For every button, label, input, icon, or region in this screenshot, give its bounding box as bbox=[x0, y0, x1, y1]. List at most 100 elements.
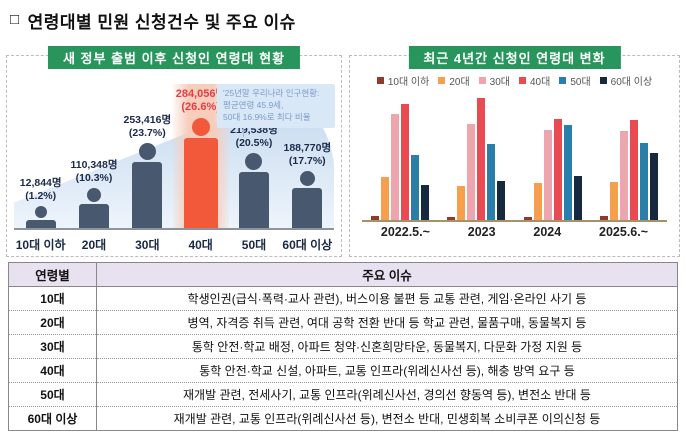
chart-panels: 새 정부 출범 이후 신청인 연령대 현황 12,844명 (1.2%) 110,3… bbox=[6, 46, 680, 257]
bar-value-percent: (10.3%) bbox=[75, 171, 113, 184]
issues-cell: 통학 안전·학교 배정, 아파트 청약·신혼희망타운, 동물복지, 다문화 가정… bbox=[96, 334, 678, 359]
legend-label: 60대 이상 bbox=[610, 77, 653, 88]
category-label-1: 10대 이하 bbox=[15, 238, 66, 252]
legend-swatch-icon bbox=[599, 77, 607, 84]
x-tick-label-3: 2024 bbox=[533, 225, 562, 239]
bar-value-label: 219,538명 (20.5%) bbox=[230, 124, 278, 150]
legend-swatch-icon bbox=[519, 77, 526, 84]
bar-60대 이상 bbox=[573, 176, 582, 220]
table-row-4: 40대 통학 안전·학교 신설, 아파트, 교통 인프라(위례신사선 등), 해충… bbox=[8, 358, 678, 383]
bar-30대 bbox=[391, 113, 400, 220]
person-body-bar bbox=[292, 188, 323, 228]
age-cell: 60대 이상 bbox=[8, 406, 97, 431]
bar-value-count: 12,844명 bbox=[19, 176, 62, 189]
bar-60대 이상 bbox=[649, 152, 658, 220]
legend-swatch-icon bbox=[559, 77, 567, 84]
category-label-2: 20대 bbox=[81, 238, 107, 252]
x-tick-label-4: 2025.6.~ bbox=[599, 225, 649, 239]
bar-10대 이하 bbox=[447, 216, 456, 220]
person-head-icon bbox=[299, 171, 315, 186]
person-body-bar bbox=[25, 220, 56, 228]
bar-value-count: 284,056명 bbox=[175, 87, 226, 100]
page-title: □ 연령대별 민원 신청건수 및 주요 이슈 bbox=[10, 8, 686, 33]
person-body-bar bbox=[238, 172, 269, 228]
bar-value-percent: (26.6%) bbox=[181, 101, 220, 114]
bar-40대 bbox=[477, 98, 486, 220]
issues-table: 연령별 주요 이슈 10대 학생인권(급식·폭력·교사 관련), 버스이용 불편 … bbox=[8, 262, 678, 431]
bar-value-label: 188,770명 (17.7%) bbox=[283, 142, 331, 168]
person-body-bar bbox=[183, 138, 218, 228]
page-title-text: 연령대별 민원 신청건수 및 주요 이슈 bbox=[27, 13, 296, 32]
pictogram-columns: 12,844명 (1.2%) 110,348명 (10.3%) 253,416명 (23.… bbox=[14, 72, 334, 228]
age-cell: 30대 bbox=[8, 334, 97, 359]
bar-10대 이하 bbox=[523, 216, 532, 220]
table-row-2: 20대 병역, 자격증 취득 관련, 여대 공학 전환 반대 등 학교 관련, 물… bbox=[8, 310, 678, 335]
bar-value-percent: (20.5%) bbox=[235, 136, 273, 149]
person-body-bar bbox=[132, 162, 163, 228]
bar-60대 이상 bbox=[497, 180, 506, 220]
left-chart-title: 새 정부 출범 이후 신청인 연령대 현황 bbox=[47, 46, 301, 69]
category-label-4: 40대 bbox=[188, 238, 213, 252]
pictogram-category-row: 10대 이하 20대 30대 40대 50대 60대 이상 bbox=[14, 236, 334, 253]
legend-swatch-icon bbox=[376, 77, 384, 84]
pictogram-chart: 12,844명 (1.2%) 110,348명 (10.3%) 253,416명 (23.… bbox=[14, 72, 334, 230]
bar-30대 bbox=[619, 130, 628, 220]
age-cell: 10대 bbox=[8, 286, 97, 311]
bar-30대 bbox=[467, 123, 476, 220]
bar-10대 이하 bbox=[599, 215, 608, 220]
legend-label: 30대 bbox=[489, 77, 510, 88]
table-row-3: 30대 통학 안전·학교 배정, 아파트 청약·신혼희망타운, 동물복지, 다문화… bbox=[8, 334, 678, 359]
bar-50대 bbox=[639, 143, 648, 220]
bar-value-label: 284,056명 (26.6%) bbox=[176, 88, 226, 116]
person-head-icon bbox=[245, 153, 263, 170]
bar-value-count: 188,770명 bbox=[283, 141, 332, 154]
table-row-5: 50대 재개발 관련, 전세사기, 교통 인프라(위례신사선, 경의선 향동역 등… bbox=[8, 382, 678, 407]
pictogram-column-3: 253,416명 (23.7%) bbox=[121, 72, 174, 228]
category-label-3: 30대 bbox=[135, 238, 160, 252]
legend-item-2: 20대 bbox=[438, 73, 470, 88]
person-body-bar bbox=[78, 204, 109, 228]
bar-40대 bbox=[401, 104, 410, 220]
legend-swatch-icon bbox=[438, 77, 446, 84]
bar-group-2022.5.~ bbox=[371, 104, 430, 220]
table-header-row: 연령별 주요 이슈 bbox=[8, 262, 678, 287]
bar-50대 bbox=[563, 124, 572, 220]
legend-label: 40대 bbox=[530, 77, 551, 88]
issues-cell: 재개발 관련, 교통 인프라(위례신사선 등), 변전소 반대, 민생회복 소비… bbox=[96, 406, 678, 431]
table-header-issues: 주요 이슈 bbox=[96, 262, 678, 287]
x-tick-label-1: 2022.5.~ bbox=[380, 225, 430, 239]
age-cell: 40대 bbox=[8, 358, 97, 383]
legend-item-4: 40대 bbox=[519, 73, 550, 88]
bar-value-count: 253,416명 bbox=[123, 113, 172, 126]
issues-table-body: 10대 학생인권(급식·폭력·교사 관련), 버스이용 불편 등 교통 관련, 게… bbox=[8, 286, 678, 431]
x-axis-labels: 2022.5.~ 2023 2024 2025.6.~ bbox=[362, 225, 667, 239]
pictogram-column-2: 110,348명 (10.3%) bbox=[67, 72, 120, 228]
population-annotation: '25년말 우리나라 인구현황: 평균연령 45.9세, 50대 16.9%로 … bbox=[217, 84, 335, 137]
bar-20대 bbox=[609, 182, 618, 220]
bar-50대 bbox=[487, 144, 496, 220]
annotation-line-2: 평균연령 45.9세, bbox=[223, 99, 284, 110]
pictogram-column-6: 188,770명 (17.7%) bbox=[281, 72, 334, 228]
bar-30대 bbox=[543, 129, 552, 220]
bar-group-2024 bbox=[523, 118, 582, 220]
legend-item-3: 30대 bbox=[478, 73, 510, 88]
person-head-icon bbox=[34, 206, 47, 218]
age-cell: 50대 bbox=[8, 382, 97, 407]
legend-swatch-icon bbox=[478, 77, 486, 84]
bar-value-label: 253,416명 (23.7%) bbox=[124, 114, 172, 140]
grouped-bar-chart bbox=[362, 98, 667, 222]
issues-cell: 통학 안전·학교 신설, 아파트, 교통 인프라(위례신사선 등), 해충 방역… bbox=[96, 358, 678, 383]
pictogram-column-4: 284,056명 (26.6%) bbox=[174, 72, 227, 228]
bar-value-percent: (1.2%) bbox=[25, 189, 57, 202]
bar-value-count: 110,348명 bbox=[70, 158, 118, 171]
bar-value-label: 110,348명 (10.3%) bbox=[70, 159, 117, 185]
legend-item-1: 10대 이하 bbox=[376, 73, 430, 88]
legend-label: 50대 bbox=[570, 77, 591, 88]
annotation-line-3: 50대 16.9%로 최다 비율 bbox=[223, 111, 311, 122]
section-square-icon: □ bbox=[10, 11, 20, 28]
legend-item-6: 60대 이상 bbox=[599, 73, 653, 88]
legend-label: 10대 이하 bbox=[387, 77, 430, 88]
x-tick-label-2: 2023 bbox=[467, 225, 496, 239]
legend-label: 20대 bbox=[449, 77, 470, 88]
bar-value-percent: (17.7%) bbox=[288, 154, 326, 167]
